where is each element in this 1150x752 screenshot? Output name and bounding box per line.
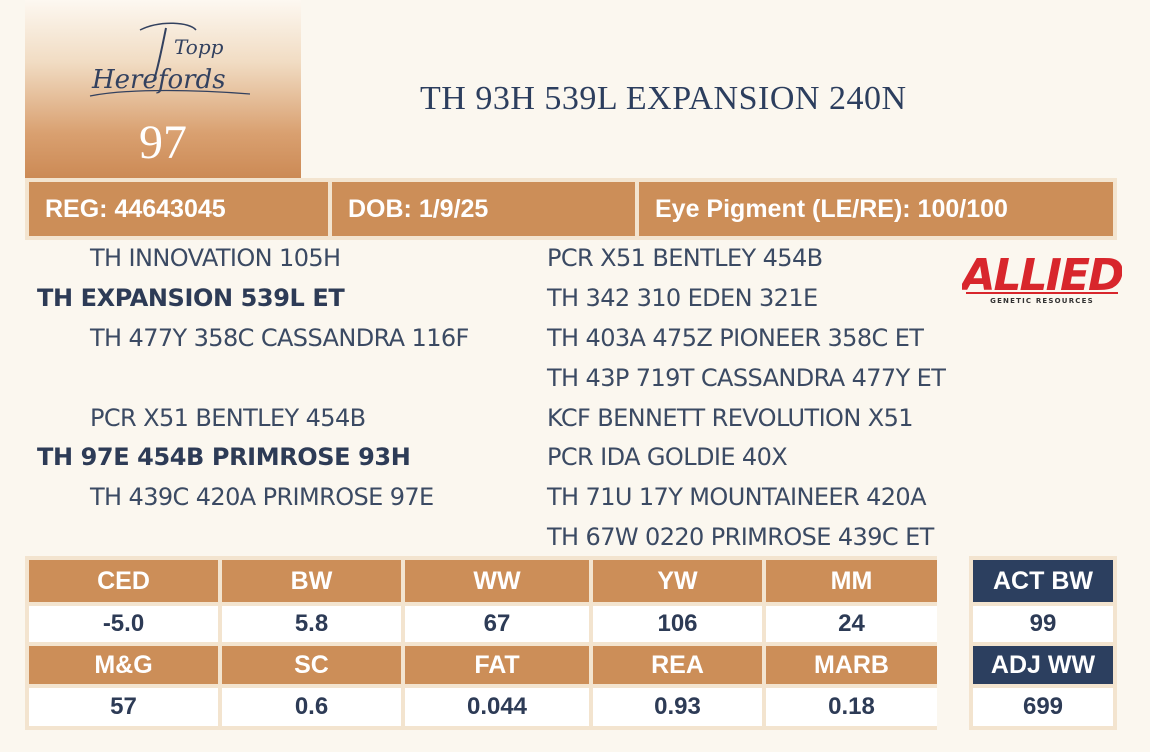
svg-text:Topp: Topp xyxy=(174,35,224,59)
pedigree-ancestor: TH 403A 475Z PIONEER 358C ET xyxy=(547,324,924,352)
epd-header-fat: FAT xyxy=(405,646,589,684)
actuals-table: ACT BW 99 ADJ WW 699 xyxy=(969,556,1117,730)
epd-header-bw: BW xyxy=(222,560,401,602)
registration-number: REG: 44643045 xyxy=(29,182,328,236)
allied-genetic-resources-logo: ALLIED GENETIC RESOURCES xyxy=(962,250,1122,305)
pedigree-ancestor: TH 342 310 EDEN 321E xyxy=(547,284,818,312)
epd-header-mm: MM xyxy=(766,560,937,602)
info-bar: REG: 44643045 DOB: 1/9/25 Eye Pigment (L… xyxy=(25,178,1117,240)
pedigree-ancestor: KCF BENNETT REVOLUTION X51 xyxy=(547,404,914,432)
epd-header-ced: CED xyxy=(29,560,218,602)
epd-value-ww: 67 xyxy=(405,606,589,642)
epd-header-marb: MARB xyxy=(766,646,937,684)
pedigree-sire: TH EXPANSION 539L ET xyxy=(37,284,345,312)
epd-value-mg: 57 xyxy=(29,688,218,726)
epd-table: CED BW WW YW MM -5.0 5.8 67 106 24 M&G S… xyxy=(25,556,937,730)
svg-text:Herefords: Herefords xyxy=(91,65,226,95)
epd-value-yw: 106 xyxy=(593,606,762,642)
epd-header-rea: REA xyxy=(593,646,762,684)
epd-value-ced: -5.0 xyxy=(29,606,218,642)
topp-herefords-logo: Topp Herefords xyxy=(89,22,251,97)
epd-value-rea: 0.93 xyxy=(593,688,762,726)
pedigree-sire-sire: TH INNOVATION 105H xyxy=(90,244,341,272)
epd-value-sc: 0.6 xyxy=(222,688,401,726)
pedigree-ancestor: TH 43P 719T CASSANDRA 477Y ET xyxy=(547,364,946,392)
pedigree-ancestor: PCR X51 BENTLEY 454B xyxy=(547,244,823,272)
epd-header-ww: WW xyxy=(405,560,589,602)
lot-number: 97 xyxy=(139,116,187,169)
farm-logo-block: Topp Herefords 97 xyxy=(25,0,301,178)
epd-value-mm: 24 xyxy=(766,606,937,642)
epd-value-bw: 5.8 xyxy=(222,606,401,642)
eye-pigment: Eye Pigment (LE/RE): 100/100 xyxy=(639,182,1113,236)
act-bw-value: 99 xyxy=(973,606,1113,642)
pedigree-ancestor: TH 71U 17Y MOUNTAINEER 420A xyxy=(547,483,927,511)
epd-value-fat: 0.044 xyxy=(405,688,589,726)
epd-value-marb: 0.18 xyxy=(766,688,937,726)
act-bw-header: ACT BW xyxy=(973,560,1113,602)
svg-text:GENETIC RESOURCES: GENETIC RESOURCES xyxy=(990,297,1094,305)
adj-ww-value: 699 xyxy=(973,688,1113,726)
adj-ww-header: ADJ WW xyxy=(973,646,1113,684)
pedigree-dam: TH 97E 454B PRIMROSE 93H xyxy=(37,443,411,471)
epd-header-sc: SC xyxy=(222,646,401,684)
pedigree-ancestor: TH 67W 0220 PRIMROSE 439C ET xyxy=(547,523,934,551)
pedigree-dam-dam: TH 439C 420A PRIMROSE 97E xyxy=(90,483,434,511)
epd-header-mg: M&G xyxy=(29,646,218,684)
animal-name-title: TH 93H 539L EXPANSION 240N xyxy=(420,80,907,117)
pedigree-sire-dam: TH 477Y 358C CASSANDRA 116F xyxy=(90,324,469,352)
pedigree-ancestor: PCR IDA GOLDIE 40X xyxy=(547,443,788,471)
date-of-birth: DOB: 1/9/25 xyxy=(332,182,635,236)
epd-header-yw: YW xyxy=(593,560,762,602)
pedigree-dam-sire: PCR X51 BENTLEY 454B xyxy=(90,404,366,432)
